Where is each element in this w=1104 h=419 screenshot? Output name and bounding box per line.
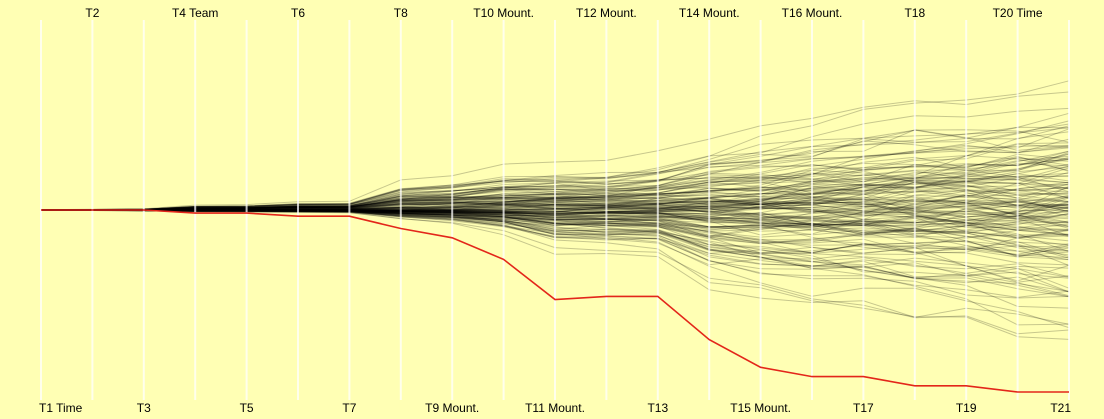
stage-label: T10 Mount. <box>473 6 534 20</box>
stage-label: T1 Time <box>39 401 83 415</box>
stage-label: T5 <box>240 401 254 415</box>
stage-label: T16 Mount. <box>782 6 843 20</box>
highlight-series-line <box>41 209 1069 393</box>
stage-label: T15 Mount. <box>730 401 791 415</box>
highlighted-rider <box>41 209 1069 393</box>
stage-axes <box>40 20 1070 400</box>
stage-label: T9 Mount. <box>425 401 479 415</box>
stage-label: T6 <box>291 6 305 20</box>
stage-label: T7 <box>342 401 356 415</box>
stage-label: T4 Team <box>172 6 218 20</box>
stage-label: T3 <box>137 401 151 415</box>
stage-label: T2 <box>85 6 99 20</box>
stage-label: T21 <box>1050 401 1071 415</box>
stage-labels: T1 Time T2 T3 T4 Team T5 T6 T7 T8 T9 Mount. T10 M… <box>39 6 1071 415</box>
stage-label: T19 <box>956 401 977 415</box>
stage-label: T13 <box>647 401 668 415</box>
stage-label: T14 Mount. <box>679 6 740 20</box>
stage-label: T20 Time <box>993 6 1043 20</box>
stage-label: T11 Mount. <box>525 401 585 415</box>
stage-label: T17 <box>853 401 874 415</box>
stage-label: T8 <box>394 6 408 20</box>
stage-label: T18 <box>904 6 925 20</box>
stage-label: T12 Mount. <box>576 6 637 20</box>
